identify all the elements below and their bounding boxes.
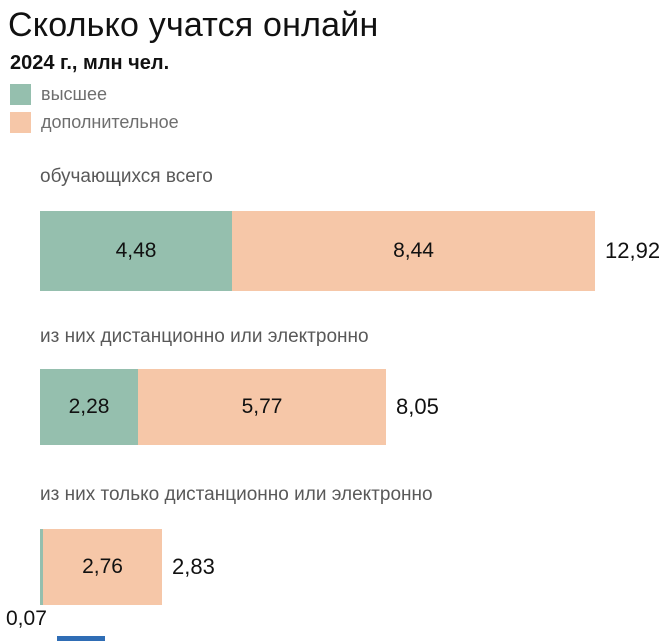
- total-label: 8,05: [396, 394, 439, 419]
- bar-segment-higher: [40, 529, 43, 605]
- legend-item-higher: высшее: [10, 84, 179, 105]
- legend-swatch-additional: [10, 112, 31, 133]
- group-label-distance-only: из них только дистанционно или электронн…: [40, 484, 433, 505]
- legend-label-additional: дополнительное: [41, 112, 179, 132]
- legend-swatch-higher: [10, 84, 31, 105]
- bar-segment-additional: 2,76: [43, 529, 162, 605]
- bar-segment-additional: 5,77: [138, 369, 386, 445]
- bar-segment-higher: 4,48: [40, 211, 232, 291]
- group-label-distance: из них дистанционно или электронно: [40, 326, 369, 347]
- bar-row-distance-only: 2,76 2,83: [40, 529, 215, 605]
- bar-row-total: 4,48 8,44 12,92: [40, 211, 660, 291]
- chart-title: Сколько учатся онлайн: [8, 6, 379, 44]
- stacked-bar-distance-only: 2,76: [40, 529, 162, 605]
- bottom-accent-bar: [57, 636, 105, 641]
- stacked-bar-total: 4,48 8,44: [40, 211, 595, 291]
- total-label: 12,92: [605, 238, 661, 263]
- segment-value: 2,76: [82, 555, 123, 578]
- segment-value: 8,44: [393, 239, 434, 262]
- legend-label-higher: высшее: [41, 84, 107, 104]
- group-label-total: обучающихся всего: [40, 166, 213, 187]
- legend-item-additional: дополнительное: [10, 112, 179, 133]
- chart-subtitle: 2024 г., млн чел.: [10, 52, 170, 74]
- stacked-bar-distance: 2,28 5,77: [40, 369, 386, 445]
- bar-segment-higher: 2,28: [40, 369, 138, 445]
- segment-value-outside: 0,07: [6, 607, 47, 630]
- total-label: 2,83: [172, 554, 215, 579]
- bar-row-distance: 2,28 5,77 8,05: [40, 369, 439, 445]
- segment-value: 5,77: [241, 395, 283, 418]
- segment-value: 2,28: [68, 395, 110, 418]
- segment-value: 4,48: [115, 239, 157, 262]
- bar-segment-additional: 8,44: [232, 211, 595, 291]
- legend: высшее дополнительное: [10, 84, 179, 140]
